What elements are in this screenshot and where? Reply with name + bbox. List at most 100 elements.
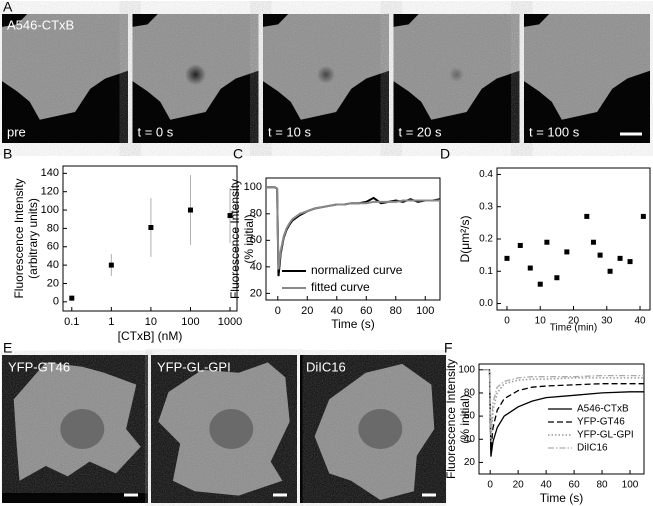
panel-label: E bbox=[3, 340, 12, 356]
panel-label: C bbox=[233, 146, 243, 162]
x-tick-label: 0 bbox=[275, 305, 281, 317]
legend-label: normalized curve bbox=[311, 263, 403, 277]
panel-label: B bbox=[3, 146, 12, 162]
panel-label: A bbox=[3, 0, 13, 15]
y-tick-label: 40 bbox=[47, 259, 59, 271]
y-axis-label: D(μm²/s) bbox=[458, 216, 472, 263]
point bbox=[640, 213, 646, 219]
y-axis-label: Fluorescence Intensity bbox=[444, 359, 458, 479]
y-tick-label: 80 bbox=[250, 208, 262, 220]
point bbox=[517, 242, 523, 248]
x-tick-label: 100 bbox=[416, 305, 434, 317]
legend-label: fitted curve bbox=[311, 280, 370, 294]
frame-label: t = 100 s bbox=[529, 124, 580, 139]
cell-edge bbox=[2, 70, 128, 143]
x-tick-label: 10 bbox=[145, 316, 157, 328]
cell-edge bbox=[524, 14, 550, 27]
cell-edge bbox=[393, 70, 520, 143]
y-axis-label: Fluorescence Intensity bbox=[228, 179, 242, 299]
x-tick-label: 40 bbox=[541, 480, 553, 491]
y-tick-label: 20 bbox=[250, 287, 262, 299]
plot-frame bbox=[62, 165, 238, 312]
frame-label: t = 0 s bbox=[138, 124, 174, 139]
y-tick-label: 20 bbox=[464, 457, 476, 468]
nucleus bbox=[209, 409, 254, 449]
y-tick-label: 20 bbox=[47, 277, 59, 289]
x-tick-label: 60 bbox=[360, 305, 372, 317]
plot-frame bbox=[478, 363, 645, 475]
y-tick-label: 140 bbox=[41, 167, 59, 179]
point bbox=[69, 295, 75, 301]
x-tick-label: 100 bbox=[622, 480, 639, 491]
legend-label: DiIC16 bbox=[577, 443, 608, 454]
y-tick-label: 60 bbox=[250, 234, 262, 246]
x-tick-label: 10 bbox=[535, 316, 547, 327]
x-tick-label: 20 bbox=[568, 316, 580, 327]
x-tick-label: 20 bbox=[301, 305, 313, 317]
x-tick-label: 40 bbox=[331, 305, 343, 317]
y-axis-label: (% initial) bbox=[242, 214, 256, 263]
legend-label: A546-CTxB bbox=[577, 404, 629, 415]
x-axis-label: [CTxB] (nM) bbox=[118, 329, 183, 343]
line bbox=[483, 369, 644, 434]
x-axis-label: Time (s) bbox=[331, 317, 375, 331]
plot-frame bbox=[496, 167, 651, 311]
y-tick-label: 60 bbox=[47, 241, 59, 253]
point bbox=[108, 262, 114, 268]
frame-label: pre bbox=[7, 124, 26, 139]
y-tick-label: 80 bbox=[47, 222, 59, 234]
frame-label: YFP-GL-GPI bbox=[157, 359, 231, 374]
x-tick-label: 30 bbox=[601, 316, 613, 327]
nucleus bbox=[358, 409, 403, 449]
line bbox=[483, 369, 644, 442]
y-tick-label: 0.4 bbox=[479, 169, 493, 180]
cell-edge bbox=[2, 14, 28, 27]
point bbox=[617, 255, 623, 261]
point bbox=[584, 213, 590, 219]
legend-label: YFP-GT46 bbox=[577, 417, 625, 428]
micrograph: YFP-GL-GPI bbox=[151, 355, 297, 503]
cell-edge bbox=[263, 70, 389, 143]
y-tick-label: 120 bbox=[41, 186, 59, 198]
point bbox=[187, 207, 193, 213]
y-tick-label: 100 bbox=[41, 204, 59, 216]
point bbox=[544, 239, 550, 245]
x-tick-label: 20 bbox=[513, 480, 525, 491]
nucleus bbox=[60, 409, 105, 449]
micrograph: YFP-GT46 bbox=[2, 355, 148, 503]
x-tick-label: 0.1 bbox=[64, 316, 79, 328]
micrograph: t = 10 s bbox=[263, 14, 389, 143]
x-tick-label: 1000 bbox=[218, 316, 242, 328]
y-tick-label: 0.1 bbox=[479, 266, 493, 277]
micrograph: DiIC16 bbox=[300, 355, 446, 503]
cell-edge bbox=[132, 14, 158, 27]
bleach-spot bbox=[317, 65, 335, 84]
panel-label: F bbox=[444, 340, 453, 356]
image-caption: A546-CTxB bbox=[7, 17, 74, 32]
point bbox=[537, 281, 543, 287]
cell-edge bbox=[524, 70, 650, 143]
y-tick-label: 0.2 bbox=[479, 234, 493, 245]
point bbox=[227, 213, 233, 219]
point bbox=[597, 252, 603, 258]
y-tick-label: 0.3 bbox=[479, 201, 493, 212]
y-axis-label: (% initial) bbox=[458, 394, 472, 443]
line bbox=[266, 186, 440, 270]
image-row-e: YFP-GT46 YFP-GL-GPI DiIC16 bbox=[2, 355, 446, 503]
x-tick-label: 80 bbox=[390, 305, 402, 317]
point bbox=[554, 275, 560, 281]
x-tick-label: 60 bbox=[569, 480, 581, 491]
legend-label: YFP-GL-GPI bbox=[577, 430, 634, 441]
point bbox=[590, 239, 596, 245]
x-tick-label: 100 bbox=[181, 316, 199, 328]
point bbox=[527, 265, 533, 271]
frame-label: t = 20 s bbox=[399, 124, 442, 139]
micrograph: t = 0 s bbox=[132, 14, 259, 143]
micrograph: t = 100 s bbox=[524, 14, 650, 143]
bleach-spot bbox=[449, 67, 464, 83]
point bbox=[627, 259, 633, 265]
y-tick-label: 0.0 bbox=[479, 298, 493, 309]
y-tick-label: 100 bbox=[458, 364, 475, 375]
frame-label: DiIC16 bbox=[306, 359, 346, 374]
